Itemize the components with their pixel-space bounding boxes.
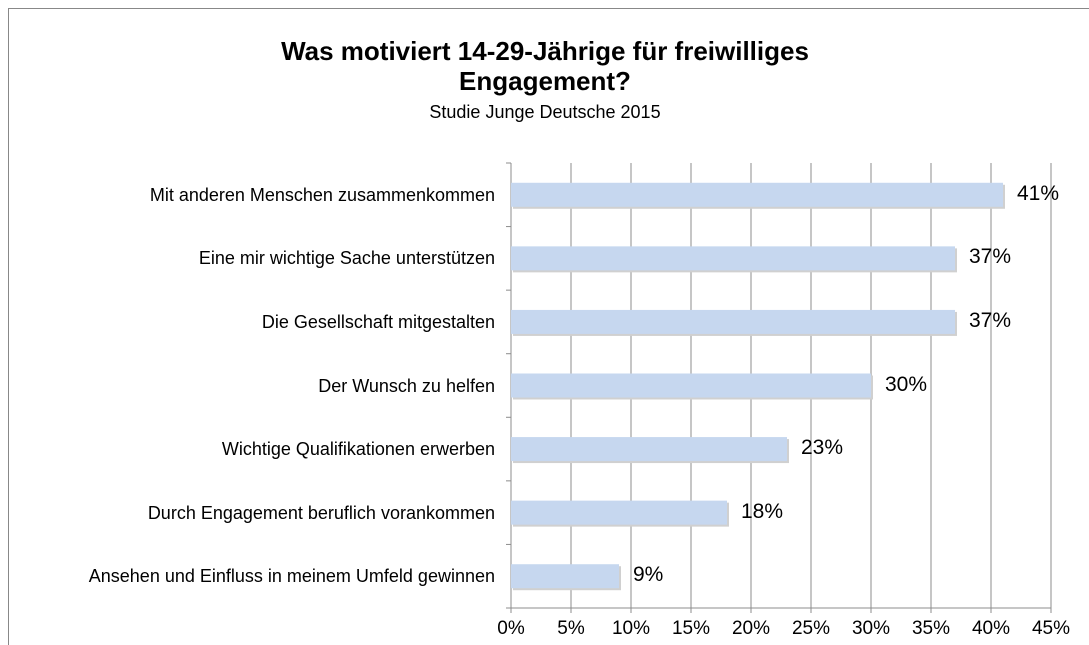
- x-tick-label: 40%: [971, 618, 1011, 639]
- chart-title: Was motiviert 14-29-Jährige für freiwill…: [281, 36, 809, 96]
- x-tick-label: 5%: [557, 618, 585, 639]
- bar: [511, 246, 955, 271]
- x-tick-label: 10%: [611, 618, 651, 639]
- bar: [511, 182, 1003, 207]
- bar: [511, 437, 787, 462]
- category-label: Der Wunsch zu helfen: [318, 375, 495, 396]
- x-tick-label: 25%: [791, 618, 831, 639]
- category-label: Mit anderen Menschen zusammenkommen: [149, 184, 495, 205]
- x-tick-label: 30%: [851, 618, 891, 639]
- chart-subtitle: Studie Junge Deutsche 2015: [429, 102, 661, 122]
- value-label: 18%: [741, 499, 784, 523]
- value-label: 23%: [801, 436, 844, 460]
- value-label: 30%: [885, 372, 928, 396]
- value-label: 41%: [1017, 181, 1060, 205]
- category-label: Eine mir wichtige Sache unterstützen: [198, 248, 495, 269]
- x-tick-label: 45%: [1031, 618, 1071, 639]
- value-label: 37%: [969, 308, 1012, 332]
- category-label: Die Gesellschaft mitgestalten: [261, 311, 495, 332]
- frame: [8, 8, 1089, 645]
- bar: [511, 309, 955, 334]
- value-label: 9%: [633, 563, 664, 587]
- value-label: 37%: [969, 245, 1012, 269]
- x-tick-label: 35%: [911, 618, 951, 639]
- x-tick-label: 0%: [497, 618, 525, 639]
- bar: [511, 500, 727, 525]
- x-tick-label: 15%: [671, 618, 711, 639]
- bar: [511, 373, 871, 398]
- category-label: Ansehen und Einfluss in meinem Umfeld ge…: [88, 566, 495, 587]
- x-tick-label: 20%: [731, 618, 771, 639]
- category-label: Wichtige Qualifikationen erwerben: [221, 439, 495, 460]
- bar: [511, 564, 619, 589]
- category-label: Durch Engagement beruflich vorankommen: [147, 502, 495, 523]
